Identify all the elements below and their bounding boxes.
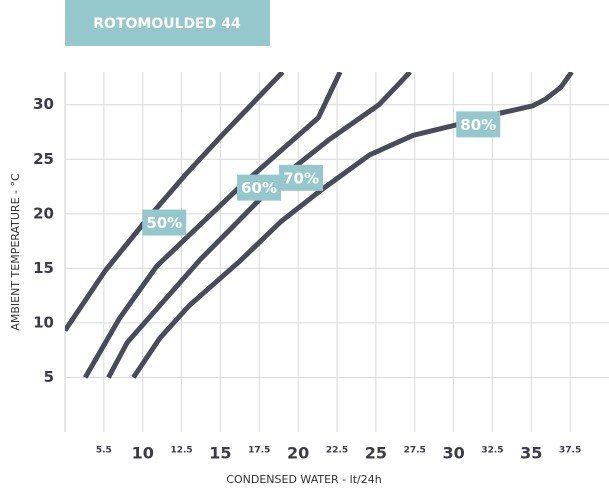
x-tick-label: 25 [365, 444, 387, 463]
x-tick-label: 15 [209, 444, 231, 463]
y-axis-label: AMBIENT TEMPERATURE - °C [9, 173, 22, 331]
x-tick-label: 12.5 [170, 446, 192, 456]
line-series [106, 72, 412, 379]
x-tick-label: 27.5 [404, 446, 426, 456]
line-series [83, 72, 343, 379]
title-box [65, 0, 270, 46]
chart-title: ROTOMOULDED 44 [93, 16, 241, 32]
y-tick-label: 25 [33, 150, 54, 168]
series-label: 70% [283, 169, 319, 187]
series-label-box [456, 111, 501, 138]
y-tick-label: 20 [33, 204, 54, 222]
x-tick-label: 20 [287, 444, 309, 463]
line-series [131, 72, 574, 379]
x-tick-label: 37.5 [559, 446, 581, 456]
y-tick-label: 5 [44, 368, 54, 386]
series-label-box [279, 164, 324, 191]
x-tick-label: 5.5 [96, 446, 112, 456]
y-tick-label: 15 [33, 259, 54, 277]
y-tick-label: 10 [33, 313, 54, 331]
x-tick-label: 17.5 [248, 446, 270, 456]
line-series [65, 72, 285, 332]
series-label: 50% [146, 214, 182, 232]
x-axis-label: CONDENSED WATER - lt/24h [226, 473, 381, 486]
y-tick-label: 30 [33, 95, 54, 113]
x-tick-label: 32.5 [481, 446, 503, 456]
x-tick-label: 30 [442, 444, 464, 463]
x-tick-label: 10 [132, 444, 154, 463]
series-label: 60% [241, 179, 277, 197]
x-tick-label: 22.5 [326, 446, 348, 456]
series-label-box [237, 174, 282, 201]
series-label: 80% [460, 116, 496, 134]
x-tick-label: 35 [520, 444, 542, 463]
series-label-box [142, 209, 187, 236]
